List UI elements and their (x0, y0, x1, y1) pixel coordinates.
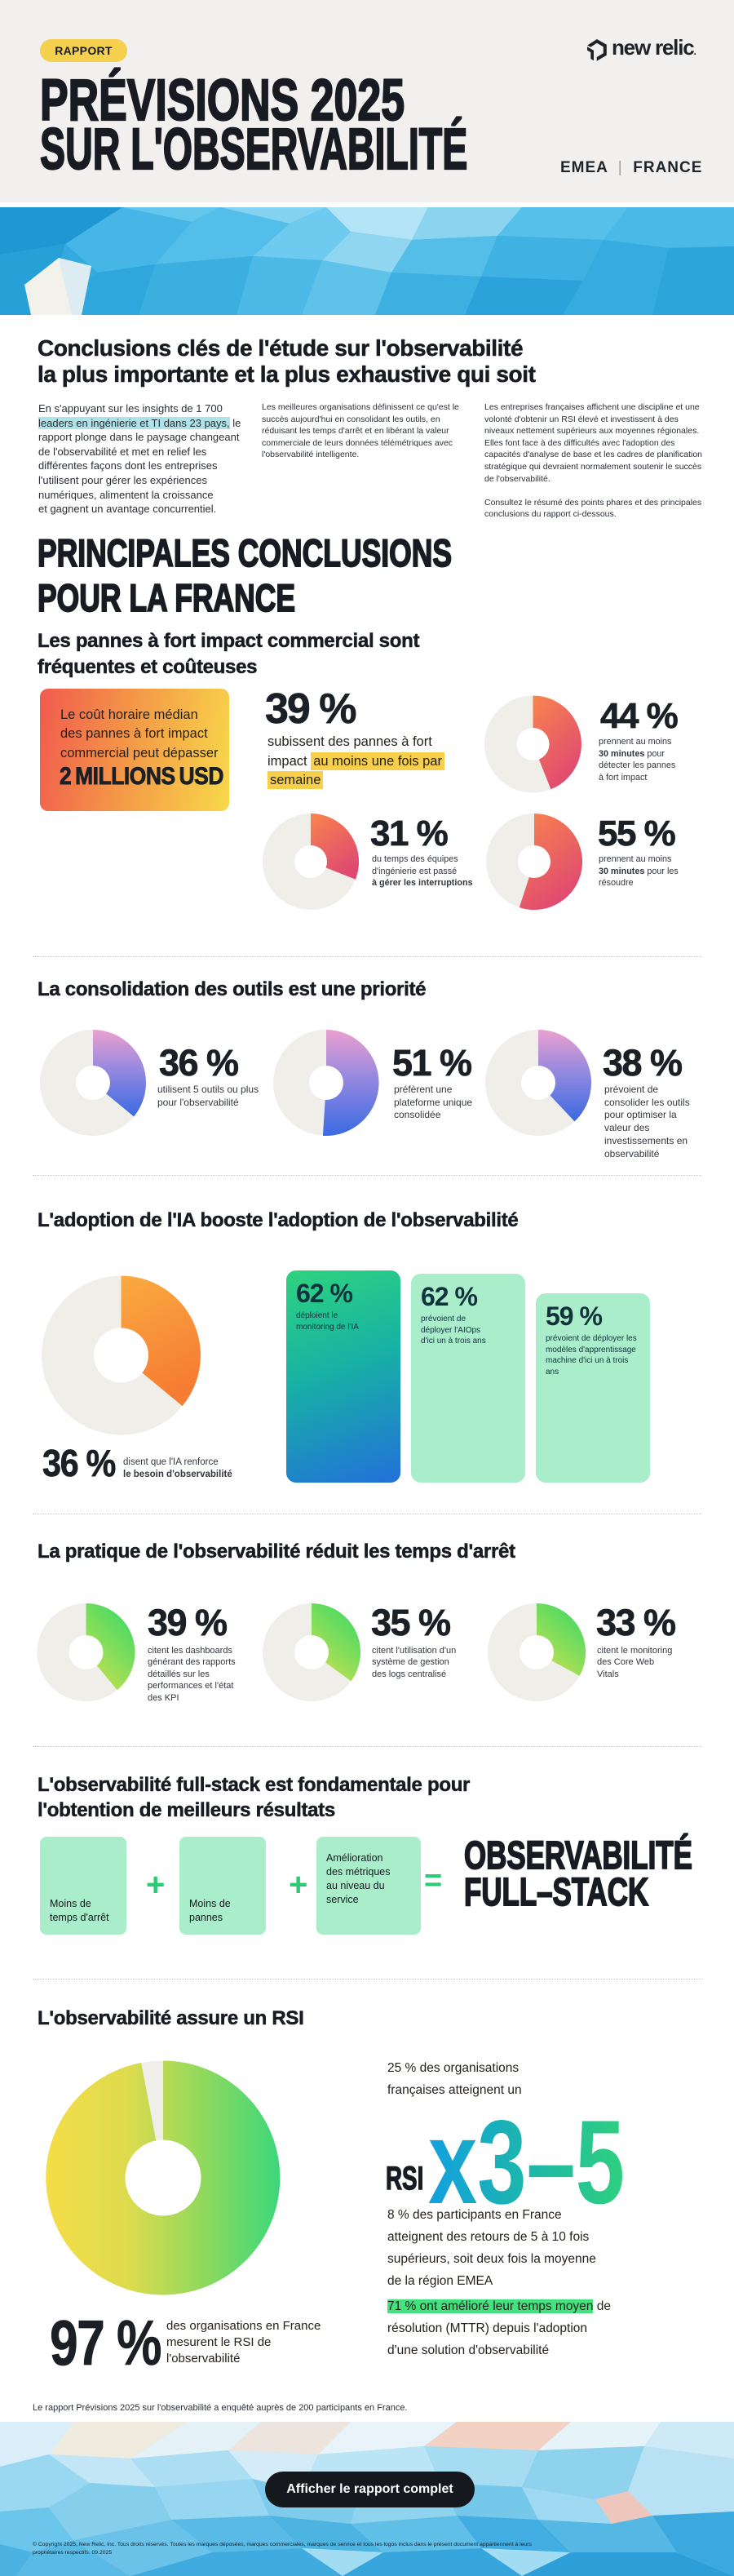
svg-text:x3–5: x3–5 (428, 2105, 625, 2211)
